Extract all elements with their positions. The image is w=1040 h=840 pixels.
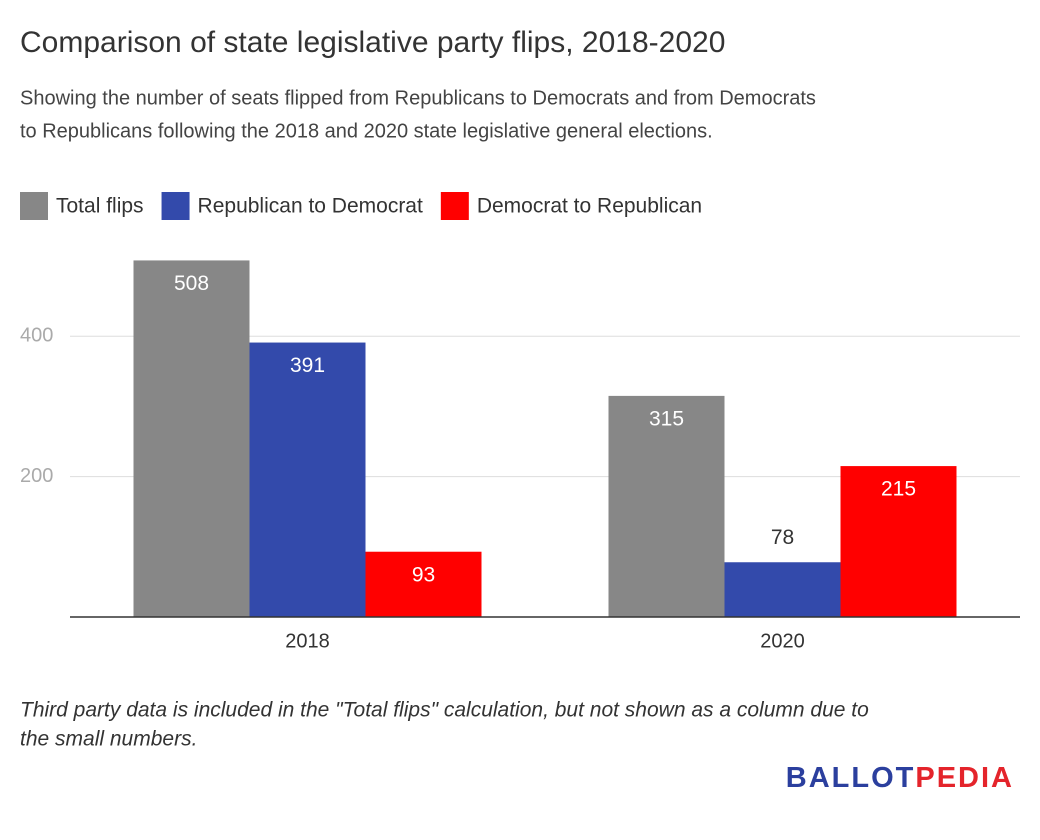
bar [608,395,725,617]
footnote: Third party data is included in the "Tot… [20,699,869,722]
chart-subtitle: to Republicans following the 2018 and 20… [20,120,713,142]
value-label: 93 [412,563,435,586]
logo-part: PEDIA [915,762,1014,794]
value-label: 215 [881,478,916,501]
bar [840,466,957,617]
bar [365,551,482,617]
chart-subtitle: Showing the number of seats flipped from… [20,87,816,109]
y-tick-label: 200 [20,465,53,487]
y-tick-label: 400 [20,325,53,347]
x-tick-label: 2020 [760,630,805,652]
bar [133,260,250,617]
legend-label: Republican to Democrat [198,195,423,218]
bar [724,562,841,617]
x-tick-label: 2018 [285,630,330,652]
legend-label: Democrat to Republican [477,195,702,218]
legend-swatch [161,192,190,220]
logo: BALLOTPEDIA [786,762,1014,794]
legend-swatch [20,192,48,220]
value-label: 315 [649,407,684,430]
legend-label: Total flips [56,195,144,218]
value-label: 508 [174,272,209,295]
bar [249,342,366,617]
chart-title: Comparison of state legislative party fl… [20,26,725,59]
value-label: 78 [771,526,794,549]
value-label: 391 [290,354,325,377]
legend-swatch [440,192,469,220]
footnote: the small numbers. [20,728,197,751]
logo-part: BALLOT [786,762,916,794]
